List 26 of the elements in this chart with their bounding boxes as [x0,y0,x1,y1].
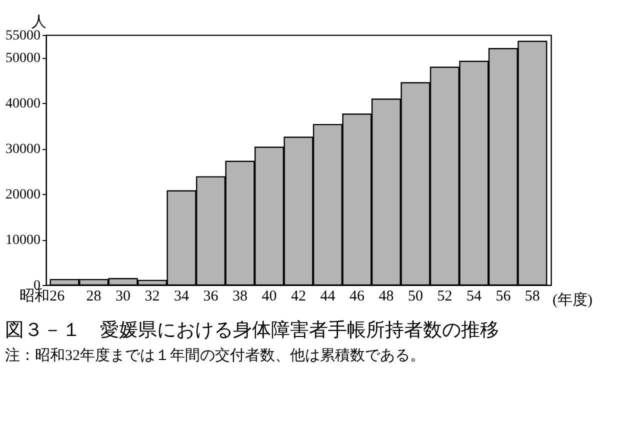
x-tick-label: 56 [496,288,512,304]
x-tick-label: 48 [378,288,394,304]
x-tick-label: 28 [86,288,102,304]
y-tick-label: 20000 [6,188,40,203]
y-axis-title: 人 [32,14,46,30]
x-tick-label: 54 [466,288,482,304]
x-tick-label: 30 [116,288,131,304]
x-tick-label: 36 [203,288,219,304]
y-tick-label: 10000 [6,233,40,248]
y-tick-label: 55000 [6,28,40,44]
y-tick-label: 30000 [6,142,40,158]
x-tick-label: 42 [291,288,306,304]
x-tick-label: 32 [144,288,160,304]
x-tick-label: 46 [349,288,365,304]
x-tick-label: 34 [174,288,190,304]
x-tick-label: 52 [437,288,452,304]
y-tick-label: 40000 [6,96,40,112]
x-axis-title: (年度) [552,292,592,308]
x-tick-label: 58 [524,288,540,304]
x-tick-label: 44 [320,288,336,304]
x-tick-label: 38 [232,288,248,304]
text: 図３－１ 愛媛県における身体障害者手帳所持者数の推移 [5,319,499,341]
y-tick-label: 50000 [6,51,40,66]
x-tick-label: 40 [262,288,277,304]
x-tick-label: 50 [408,288,423,304]
text: 注：昭和32年度までは１年間の交付者数、他は累積数である。 [5,347,425,364]
